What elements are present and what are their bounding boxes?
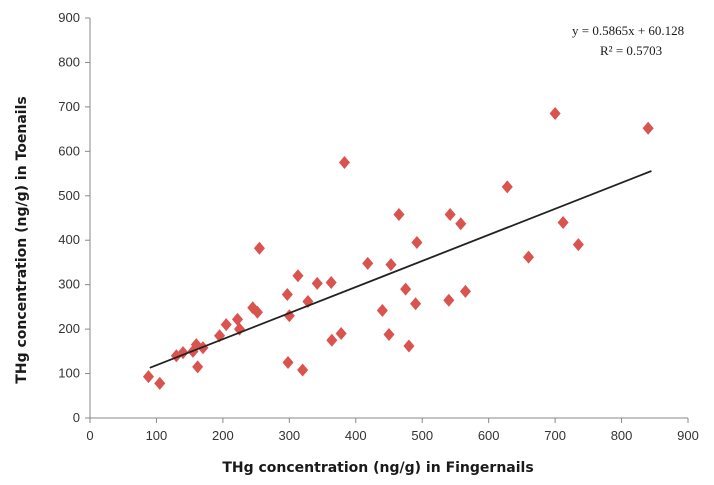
y-tick-label: 600 bbox=[58, 143, 80, 158]
data-point bbox=[444, 207, 456, 221]
x-tick-label: 900 bbox=[677, 428, 699, 443]
data-point bbox=[325, 275, 337, 289]
data-point bbox=[326, 333, 338, 347]
y-tick-label: 900 bbox=[58, 10, 80, 25]
data-point bbox=[549, 107, 561, 121]
data-point bbox=[403, 339, 415, 353]
data-point bbox=[335, 327, 347, 341]
y-tick-label: 200 bbox=[58, 321, 80, 336]
trendline-equation: y = 0.5865x + 60.128 bbox=[572, 23, 684, 38]
data-point bbox=[297, 363, 309, 377]
y-tick-label: 300 bbox=[58, 277, 80, 292]
data-point bbox=[251, 305, 263, 319]
y-axis-title: THg concentration (ng/g) in Toenails bbox=[14, 96, 30, 383]
data-point bbox=[411, 235, 423, 249]
data-point bbox=[557, 215, 569, 229]
data-point bbox=[459, 284, 471, 298]
data-point bbox=[400, 282, 412, 296]
y-tick-label: 800 bbox=[58, 54, 80, 69]
data-point bbox=[362, 256, 374, 270]
data-point bbox=[385, 258, 397, 272]
data-point bbox=[281, 287, 293, 301]
data-point bbox=[393, 207, 405, 221]
data-point bbox=[443, 293, 455, 307]
x-tick-label: 200 bbox=[212, 428, 234, 443]
data-point bbox=[192, 360, 204, 374]
r-squared-label: R² = 0.5703 bbox=[600, 43, 662, 58]
trendline bbox=[149, 170, 652, 369]
data-point bbox=[292, 269, 304, 283]
x-tick-label: 300 bbox=[278, 428, 300, 443]
x-tick-label: 500 bbox=[411, 428, 433, 443]
data-point bbox=[523, 250, 535, 264]
data-point bbox=[220, 318, 232, 332]
data-point bbox=[383, 327, 395, 341]
data-point bbox=[572, 238, 584, 252]
data-point bbox=[376, 303, 388, 317]
x-tick-label: 400 bbox=[345, 428, 367, 443]
x-tick-label: 800 bbox=[611, 428, 633, 443]
x-tick-label: 600 bbox=[478, 428, 500, 443]
data-point bbox=[501, 180, 513, 194]
data-point bbox=[253, 241, 265, 255]
x-axis-title: THg concentration (ng/g) in Fingernails bbox=[222, 460, 533, 476]
y-tick-label: 0 bbox=[73, 410, 80, 425]
x-tick-label: 700 bbox=[544, 428, 566, 443]
tick-labels: 0 100 200 300 400 500 600 700 800 900 0 100 200 300 40… bbox=[58, 10, 699, 443]
data-point bbox=[338, 155, 351, 169]
data-point bbox=[642, 121, 654, 135]
data-point bbox=[410, 297, 422, 311]
data-point bbox=[142, 370, 154, 384]
y-tick-label: 500 bbox=[58, 188, 80, 203]
y-tick-label: 100 bbox=[58, 366, 80, 381]
data-point bbox=[455, 217, 467, 231]
data-point bbox=[231, 312, 244, 326]
data-points bbox=[142, 107, 654, 390]
axes bbox=[85, 17, 689, 423]
data-point bbox=[311, 276, 323, 290]
data-point bbox=[282, 355, 294, 369]
y-tick-label: 700 bbox=[58, 99, 80, 114]
x-tick-label: 100 bbox=[146, 428, 168, 443]
data-point bbox=[154, 376, 166, 390]
x-tick-label: 0 bbox=[86, 428, 93, 443]
y-tick-label: 400 bbox=[58, 232, 80, 247]
